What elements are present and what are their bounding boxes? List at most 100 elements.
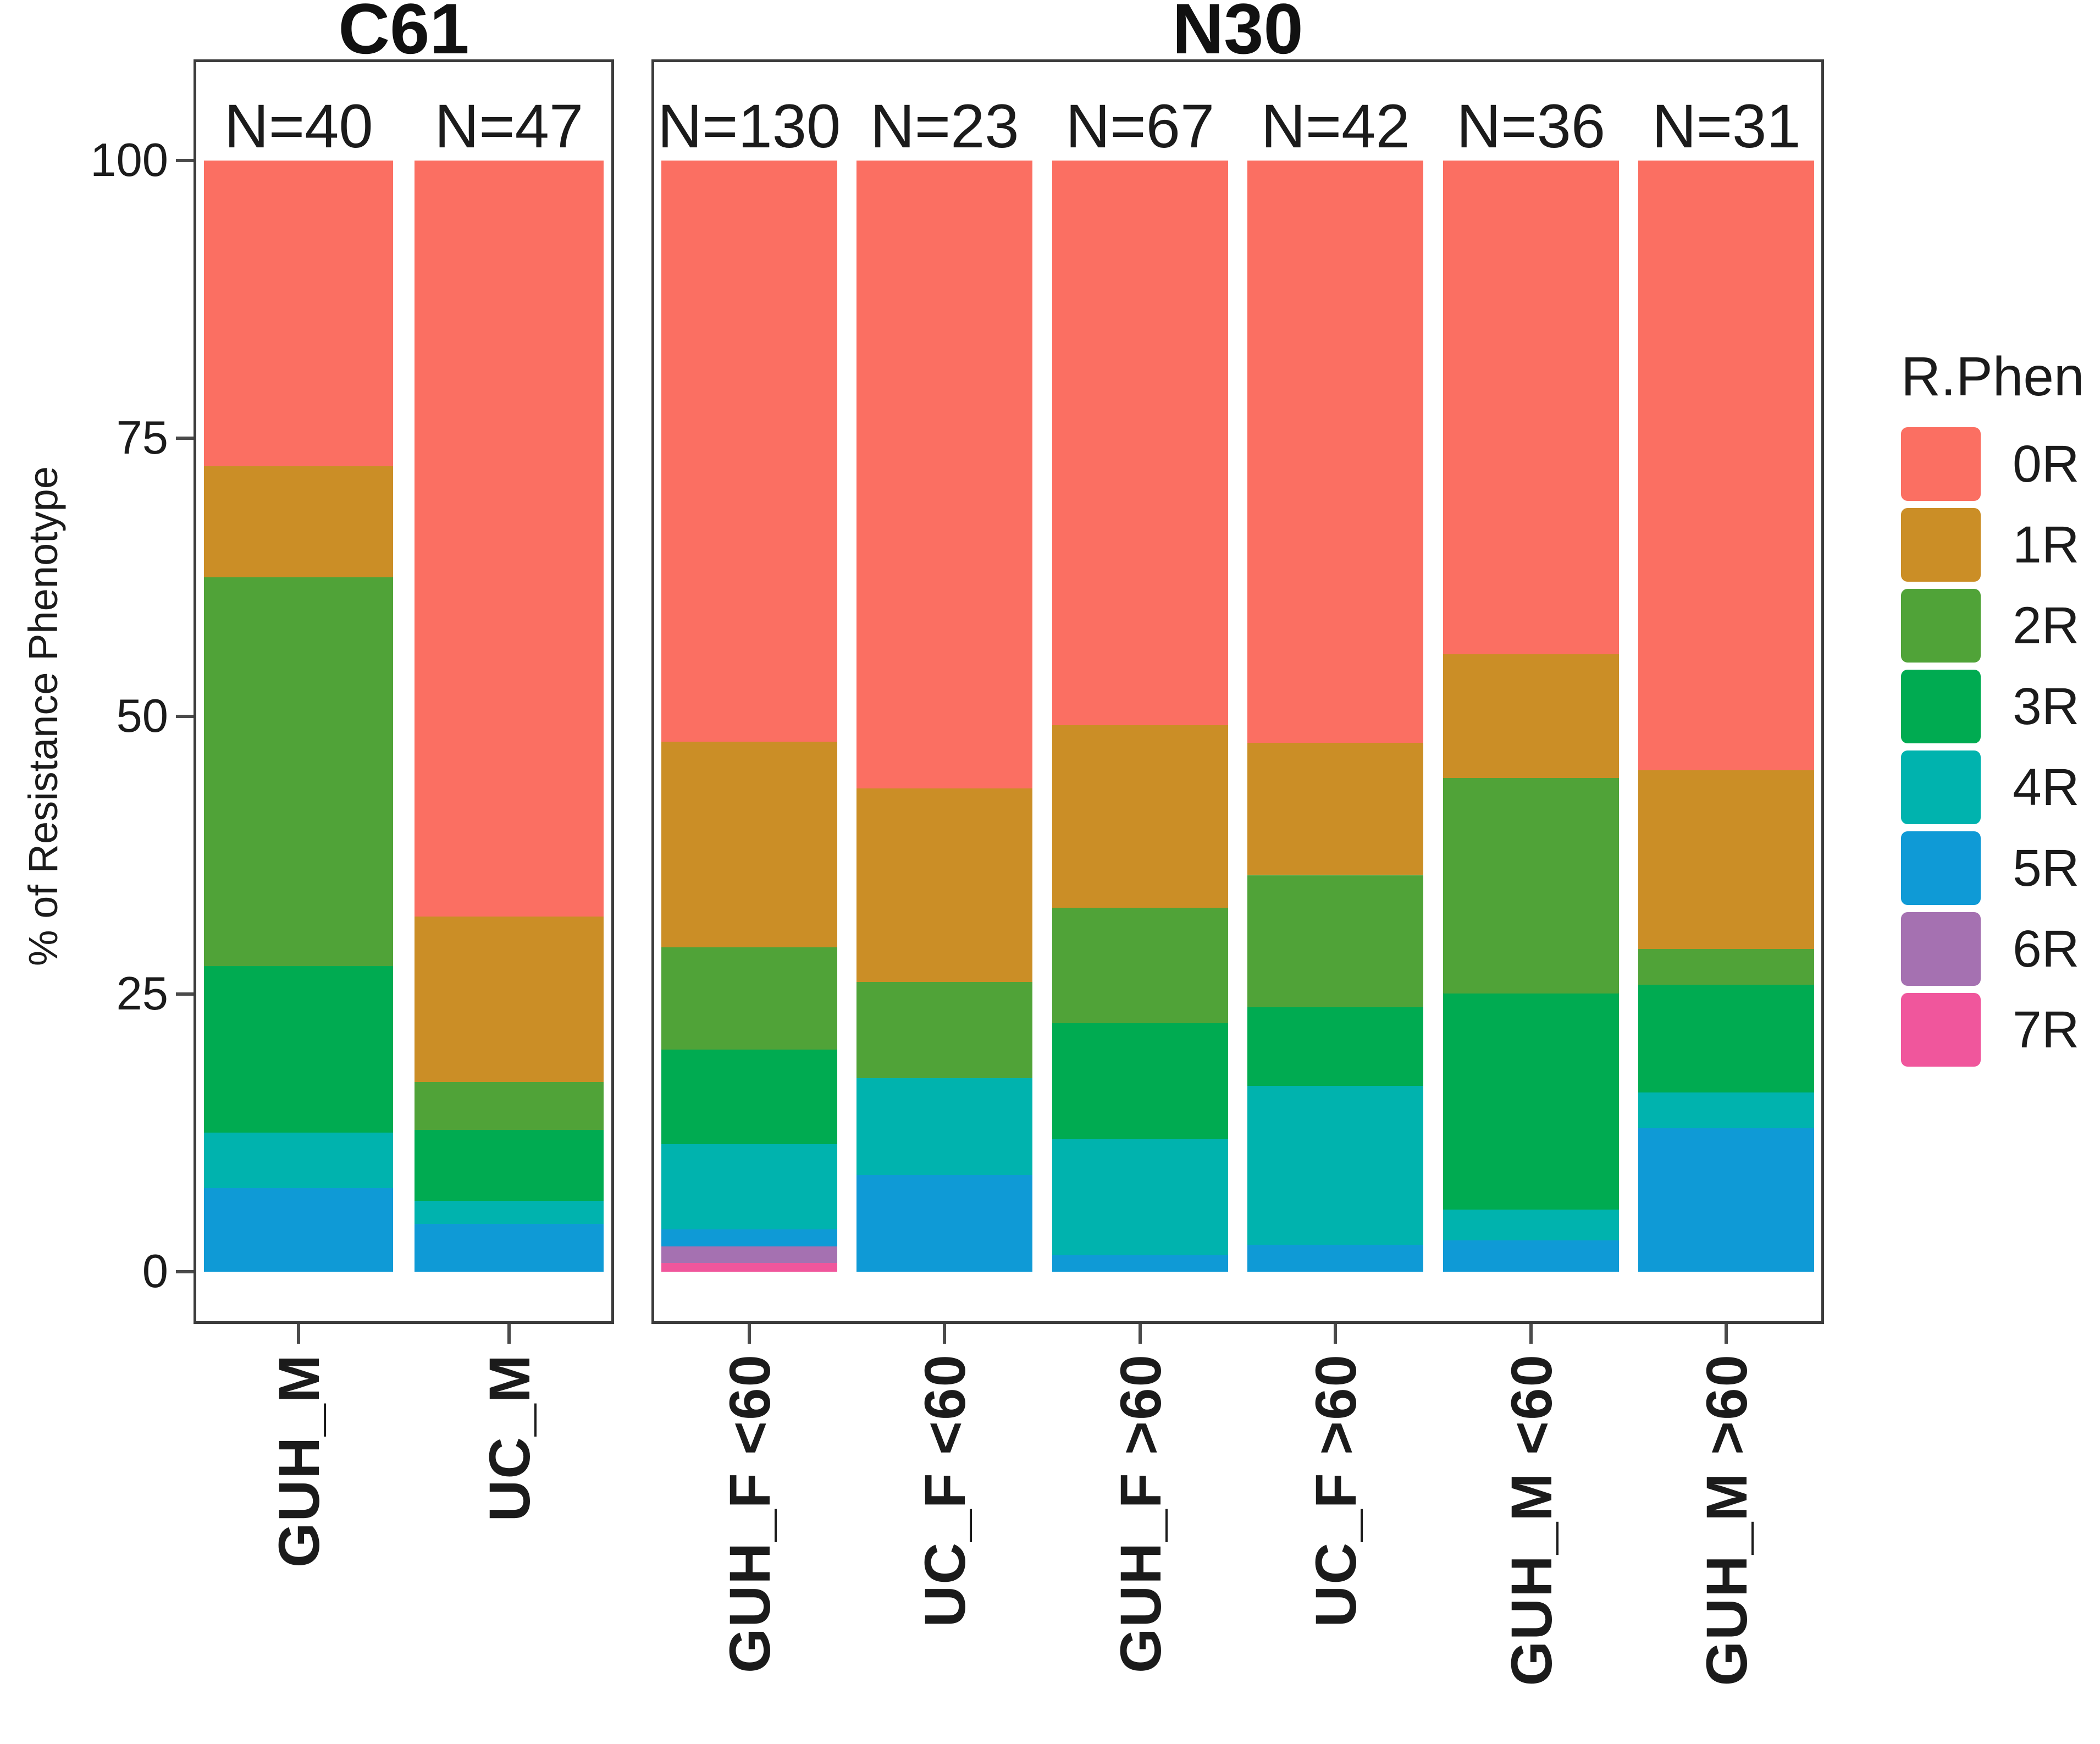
- y-tick-label: 75: [116, 412, 168, 465]
- bar-segment-4R: [661, 1144, 837, 1230]
- legend-label: 1R: [2013, 516, 2080, 574]
- legend-label: 7R: [2013, 1001, 2080, 1059]
- bar-n-label: N=42: [1261, 92, 1410, 161]
- x-category-label: GUH_F <60: [717, 1354, 782, 1674]
- bar-segment-4R: [414, 1200, 604, 1224]
- bar-n-label: N=40: [224, 92, 373, 161]
- legend-item-6R: 6R: [1901, 912, 2085, 986]
- x-tick-mark: [1529, 1324, 1533, 1344]
- legend-swatch-2R: [1901, 589, 1981, 663]
- bar-segment-5R: [204, 1188, 394, 1272]
- bar-segment-3R: [1638, 985, 1815, 1093]
- bar-segment-1R: [1638, 770, 1815, 950]
- y-tick-mark: [176, 437, 194, 440]
- x-category-label: GUH_M: [267, 1354, 332, 1568]
- bar-segment-4R: [204, 1133, 394, 1189]
- bar-segment-4R: [1052, 1139, 1228, 1255]
- x-category-label: GUH_M >60: [1695, 1354, 1760, 1686]
- x-tick-mark: [1334, 1324, 1338, 1344]
- bar-segment-0R: [661, 161, 837, 742]
- legend-item-2R: 2R: [1901, 589, 2085, 663]
- bar-segment-1R: [1052, 725, 1228, 908]
- legend-swatch-3R: [1901, 670, 1981, 743]
- x-tick-mark: [507, 1324, 511, 1344]
- legend-swatch-0R: [1901, 427, 1981, 501]
- bar-segment-0R: [204, 161, 394, 466]
- x-tick-mark: [297, 1324, 301, 1344]
- bar-segment-5R: [1247, 1245, 1424, 1272]
- legend-swatch-4R: [1901, 750, 1981, 824]
- x-tick-mark: [747, 1324, 751, 1344]
- bar-segment-3R: [1247, 1007, 1424, 1086]
- legend-item-1R: 1R: [1901, 508, 2085, 582]
- bar-segment-0R: [1638, 161, 1815, 770]
- legend-swatch-1R: [1901, 508, 1981, 582]
- bar-segment-0R: [1052, 161, 1228, 725]
- y-tick-mark: [176, 159, 194, 162]
- bar-segment-3R: [204, 966, 394, 1133]
- facet-panel: [651, 59, 1824, 1324]
- legend-item-7R: 7R: [1901, 993, 2085, 1067]
- bar-segment-1R: [856, 788, 1033, 982]
- x-tick-mark: [1138, 1324, 1142, 1344]
- bar-segment-3R: [1052, 1023, 1228, 1139]
- bar-n-label: N=130: [657, 92, 841, 161]
- bar-segment-5R: [1443, 1240, 1619, 1272]
- bar-segment-2R: [1638, 949, 1815, 985]
- legend-swatch-6R: [1901, 912, 1981, 986]
- legend-items: 0R 1R 2R 3R 4R 5R 6R 7R: [1901, 427, 2085, 1067]
- bar-segment-3R: [661, 1049, 837, 1144]
- bar-segment-1R: [1247, 743, 1424, 875]
- facet-title: C61: [338, 0, 469, 69]
- legend-item-3R: 3R: [1901, 670, 2085, 743]
- legend-label: 3R: [2013, 677, 2080, 736]
- legend: R.Phen 0R 1R 2R 3R 4R 5R 6R 7R: [1901, 345, 2085, 1074]
- bar-segment-2R: [204, 577, 394, 967]
- bar-segment-4R: [1443, 1209, 1619, 1241]
- y-tick-mark: [176, 1270, 194, 1273]
- legend-item-0R: 0R: [1901, 427, 2085, 501]
- bar-segment-3R: [1443, 994, 1619, 1210]
- bar-segment-6R: [661, 1246, 837, 1263]
- bar-segment-0R: [1443, 161, 1619, 655]
- bar-segment-1R: [1443, 654, 1619, 778]
- bar-segment-7R: [661, 1262, 837, 1272]
- y-tick-label: 25: [116, 967, 168, 1020]
- bar-segment-2R: [414, 1081, 604, 1130]
- bar-segment-4R: [856, 1078, 1033, 1175]
- bar-n-label: N=36: [1456, 92, 1606, 161]
- bar-segment-0R: [1247, 161, 1424, 743]
- legend-swatch-7R: [1901, 993, 1981, 1067]
- legend-label: 4R: [2013, 758, 2080, 816]
- bar-segment-3R: [414, 1129, 604, 1201]
- bar-segment-5R: [661, 1229, 837, 1246]
- bar-segment-2R: [661, 947, 837, 1050]
- legend-item-5R: 5R: [1901, 831, 2085, 905]
- x-category-label: UC_F >60: [1304, 1354, 1369, 1627]
- legend-label: 0R: [2013, 435, 2080, 493]
- bar-segment-5R: [856, 1175, 1033, 1272]
- bar-segment-1R: [661, 741, 837, 947]
- bar-segment-0R: [856, 161, 1033, 788]
- bar-segment-2R: [1443, 777, 1619, 994]
- y-tick-label: 50: [116, 689, 168, 742]
- bar-segment-0R: [414, 161, 604, 917]
- legend-label: 2R: [2013, 597, 2080, 655]
- facet-title: N30: [1172, 0, 1303, 69]
- y-tick-label: 0: [142, 1245, 168, 1298]
- x-category-label: UC_M: [477, 1354, 542, 1522]
- y-tick-label: 100: [90, 134, 168, 186]
- bar-segment-1R: [204, 466, 394, 577]
- legend-label: 6R: [2013, 920, 2080, 978]
- bar-segment-2R: [856, 981, 1033, 1079]
- bar-segment-5R: [414, 1224, 604, 1272]
- y-tick-mark: [176, 992, 194, 996]
- bar-segment-5R: [1052, 1255, 1228, 1272]
- legend-item-4R: 4R: [1901, 750, 2085, 824]
- bar-n-label: N=67: [1065, 92, 1215, 161]
- bar-segment-4R: [1638, 1092, 1815, 1129]
- bar-n-label: N=23: [870, 92, 1019, 161]
- bar-segment-1R: [414, 916, 604, 1082]
- y-tick-mark: [176, 714, 194, 718]
